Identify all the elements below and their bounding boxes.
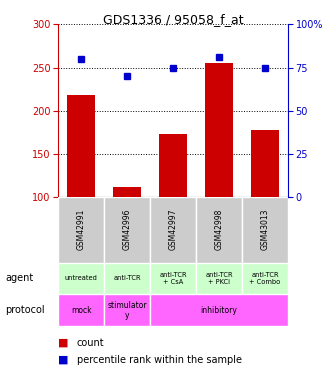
Text: agent: agent (5, 273, 34, 284)
Bar (150, 262, 196, 294)
Bar (242, 197, 288, 262)
Text: GSM42997: GSM42997 (168, 209, 178, 251)
Text: GSM42998: GSM42998 (214, 209, 224, 251)
Bar (68, 95, 95, 197)
Bar (58, 262, 104, 294)
Text: ■: ■ (58, 355, 69, 365)
Text: ■: ■ (58, 338, 69, 348)
Text: stimulator
y: stimulator y (108, 301, 147, 320)
Text: anti-TCR: anti-TCR (114, 276, 141, 281)
Text: count: count (77, 338, 104, 348)
Text: GSM42996: GSM42996 (123, 209, 132, 251)
Text: anti-TCR
+ Combo: anti-TCR + Combo (249, 272, 281, 285)
Text: inhibitory: inhibitory (201, 306, 237, 315)
Text: anti-TCR
+ CsA: anti-TCR + CsA (160, 272, 187, 285)
Bar (196, 197, 242, 262)
Bar (150, 197, 196, 262)
Text: mock: mock (71, 306, 92, 315)
Text: percentile rank within the sample: percentile rank within the sample (77, 355, 241, 365)
Bar (150, 294, 288, 326)
Bar (251, 130, 279, 197)
Text: GSM42991: GSM42991 (77, 209, 86, 251)
Bar (242, 262, 288, 294)
Text: untreated: untreated (65, 276, 98, 281)
Bar (104, 262, 150, 294)
Bar (160, 134, 187, 197)
Bar (205, 63, 233, 197)
Bar (104, 294, 150, 326)
Text: GSM43013: GSM43013 (260, 209, 270, 251)
Bar (196, 262, 242, 294)
Text: protocol: protocol (5, 305, 45, 315)
Bar (104, 197, 150, 262)
Bar (58, 294, 104, 326)
Bar (58, 197, 104, 262)
Text: GDS1336 / 95058_f_at: GDS1336 / 95058_f_at (103, 13, 243, 26)
Text: anti-TCR
+ PKCi: anti-TCR + PKCi (205, 272, 233, 285)
Bar (114, 186, 141, 197)
